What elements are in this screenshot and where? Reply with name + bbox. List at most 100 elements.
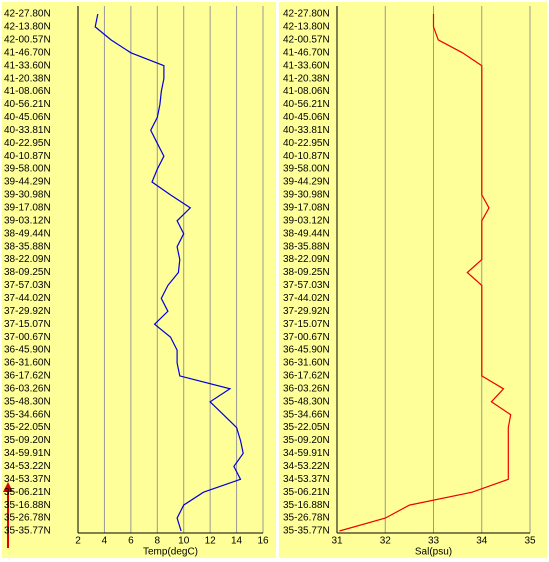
y-tick-label: 34-59.91N (283, 448, 330, 459)
y-tick-label: 42-13.80N (283, 22, 330, 33)
y-tick-label: 37-15.07N (4, 319, 51, 330)
x-tick-label: 14 (231, 536, 243, 547)
y-tick-label: 37-00.67N (4, 332, 51, 343)
y-tick-label: 36-31.60N (4, 358, 51, 369)
y-tick-label: 40-22.95N (283, 138, 330, 149)
y-tick-label: 34-53.37N (4, 474, 51, 485)
y-tick-label: 42-27.80N (283, 9, 330, 20)
y-tick-label: 35-26.78N (283, 513, 330, 524)
y-tick-label: 37-29.92N (4, 306, 51, 317)
y-tick-label: 38-35.88N (4, 241, 51, 252)
y-tick-label: 39-17.08N (4, 203, 51, 214)
y-tick-label: 38-09.25N (283, 267, 330, 278)
y-tick-label: 37-15.07N (283, 319, 330, 330)
y-tick-label: 35-22.05N (283, 422, 330, 433)
y-tick-label: 34-53.22N (283, 461, 330, 472)
y-tick-label: 42-00.57N (4, 34, 51, 45)
x-tick-label: 16 (257, 536, 269, 547)
x-axis-label: Sal(psu) (415, 547, 452, 558)
y-tick-label: 40-10.87N (4, 151, 51, 162)
y-tick-label: 41-20.38N (4, 73, 51, 84)
y-tick-label: 35-22.05N (4, 422, 51, 433)
y-tick-label: 36-31.60N (283, 358, 330, 369)
data-line (339, 14, 512, 532)
y-tick-label: 35-09.20N (4, 435, 51, 446)
x-tick-label: 32 (380, 536, 392, 547)
x-tick-label: 34 (476, 536, 488, 547)
y-tick-label: 39-44.29N (283, 177, 330, 188)
y-tick-label: 36-17.62N (283, 371, 330, 382)
y-tick-label: 35-35.77N (283, 526, 330, 537)
y-tick-label: 34-53.22N (4, 461, 51, 472)
y-tick-label: 35-48.30N (4, 396, 51, 407)
y-tick-label: 39-58.00N (4, 164, 51, 175)
y-tick-label: 40-56.21N (283, 99, 330, 110)
y-tick-label: 39-17.08N (283, 203, 330, 214)
y-tick-label: 41-46.70N (4, 47, 51, 58)
y-tick-label: 41-08.06N (283, 86, 330, 97)
y-tick-label: 34-53.37N (283, 474, 330, 485)
x-tick-label: 2 (75, 536, 81, 547)
y-tick-label: 38-22.09N (283, 254, 330, 265)
x-tick-label: 4 (102, 536, 108, 547)
y-tick-label: 40-10.87N (283, 151, 330, 162)
y-tick-label: 39-44.29N (4, 177, 51, 188)
y-tick-label: 35-06.21N (283, 487, 330, 498)
y-tick-label: 41-33.60N (4, 60, 51, 71)
y-tick-label: 37-44.02N (283, 293, 330, 304)
y-tick-label: 35-48.30N (283, 396, 330, 407)
y-tick-label: 37-44.02N (4, 293, 51, 304)
y-tick-label: 39-03.12N (283, 215, 330, 226)
y-tick-label: 35-16.88N (4, 500, 51, 511)
y-tick-label: 37-29.92N (283, 306, 330, 317)
y-tick-label: 38-49.44N (4, 228, 51, 239)
y-tick-label: 36-17.62N (4, 371, 51, 382)
y-tick-label: 40-56.21N (4, 99, 51, 110)
y-tick-label: 39-03.12N (4, 215, 51, 226)
x-tick-label: 33 (428, 536, 440, 547)
x-tick-label: 6 (128, 536, 134, 547)
y-tick-label: 35-16.88N (283, 500, 330, 511)
y-tick-label: 42-00.57N (283, 34, 330, 45)
left-panel (2, 2, 276, 558)
y-tick-label: 35-35.77N (4, 526, 51, 537)
data-line (94, 13, 244, 532)
y-tick-label: 35-06.21N (4, 487, 51, 498)
y-tick-label: 34-59.91N (4, 448, 51, 459)
y-tick-label: 40-45.06N (4, 112, 51, 123)
y-tick-label: 36-45.90N (4, 345, 51, 356)
y-tick-label: 38-35.88N (283, 241, 330, 252)
y-tick-label: 38-22.09N (4, 254, 51, 265)
y-tick-label: 35-34.66N (4, 409, 51, 420)
y-tick-label: 35-26.78N (4, 513, 51, 524)
x-axis-label: Temp(degC) (143, 547, 198, 558)
y-tick-label: 39-30.98N (4, 190, 51, 201)
arrow-head (3, 482, 13, 492)
x-tick-label: 12 (205, 536, 217, 547)
y-tick-label: 36-03.26N (4, 383, 51, 394)
y-tick-label: 40-33.81N (283, 125, 330, 136)
y-tick-label: 37-57.03N (283, 280, 330, 291)
y-tick-label: 37-57.03N (4, 280, 51, 291)
y-tick-label: 41-08.06N (4, 86, 51, 97)
right-panel (279, 2, 547, 558)
x-tick-label: 10 (178, 536, 190, 547)
y-tick-label: 41-20.38N (283, 73, 330, 84)
y-tick-label: 41-33.60N (283, 60, 330, 71)
x-tick-label: 31 (331, 536, 343, 547)
y-tick-label: 40-22.95N (4, 138, 51, 149)
y-tick-label: 36-45.90N (283, 345, 330, 356)
y-tick-label: 38-49.44N (283, 228, 330, 239)
y-tick-label: 35-09.20N (283, 435, 330, 446)
y-tick-label: 42-13.80N (4, 22, 51, 33)
y-tick-label: 35-34.66N (283, 409, 330, 420)
y-tick-label: 41-46.70N (283, 47, 330, 58)
x-tick-label: 35 (524, 536, 536, 547)
x-tick-label: 8 (155, 536, 161, 547)
y-tick-label: 42-27.80N (4, 9, 51, 20)
y-tick-label: 37-00.67N (283, 332, 330, 343)
y-tick-label: 40-33.81N (4, 125, 51, 136)
y-tick-label: 38-09.25N (4, 267, 51, 278)
